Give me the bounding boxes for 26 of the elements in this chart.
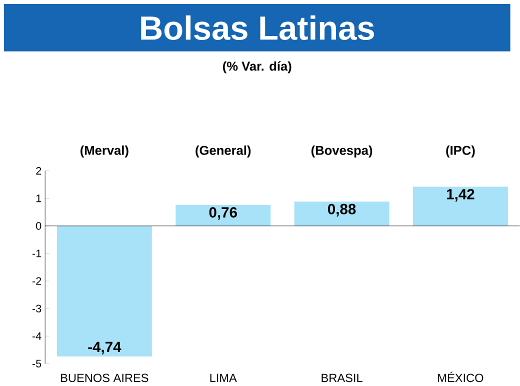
y-tick-label: 2: [36, 167, 42, 175]
text: (Merval): [80, 146, 128, 158]
chart-title: Bolsas Latinas: [141, 16, 374, 40]
data-label: 0,88: [328, 204, 356, 217]
y-tick-label: -3: [32, 304, 42, 313]
bar: [56, 226, 152, 357]
x-tick-label: MÉXICO: [438, 372, 484, 382]
y-tick-label: 0: [36, 222, 42, 230]
y-tick-label: -5: [32, 360, 42, 368]
text: (General): [196, 146, 251, 158]
x-tick-label: LIMA: [210, 374, 237, 382]
data-label: -4,74: [88, 342, 122, 354]
y-tick-label: -2: [32, 277, 42, 285]
y-tick-label: 1: [36, 194, 42, 202]
bar: [412, 186, 508, 226]
bar: [176, 205, 271, 226]
text: (IPC): [446, 146, 475, 158]
text: (Bovespa): [311, 146, 372, 158]
data-label: 1,42: [447, 189, 474, 202]
x-tick-label: BUENOS AIRES: [61, 374, 148, 382]
bar: [294, 202, 390, 226]
y-tick-label: -1: [32, 250, 42, 258]
chart-subtitle: (% Var. día): [223, 61, 292, 74]
data-label: 0,76: [209, 207, 237, 220]
x-tick-label: BRASIL: [322, 374, 362, 382]
y-tick-label: -4: [32, 332, 42, 340]
